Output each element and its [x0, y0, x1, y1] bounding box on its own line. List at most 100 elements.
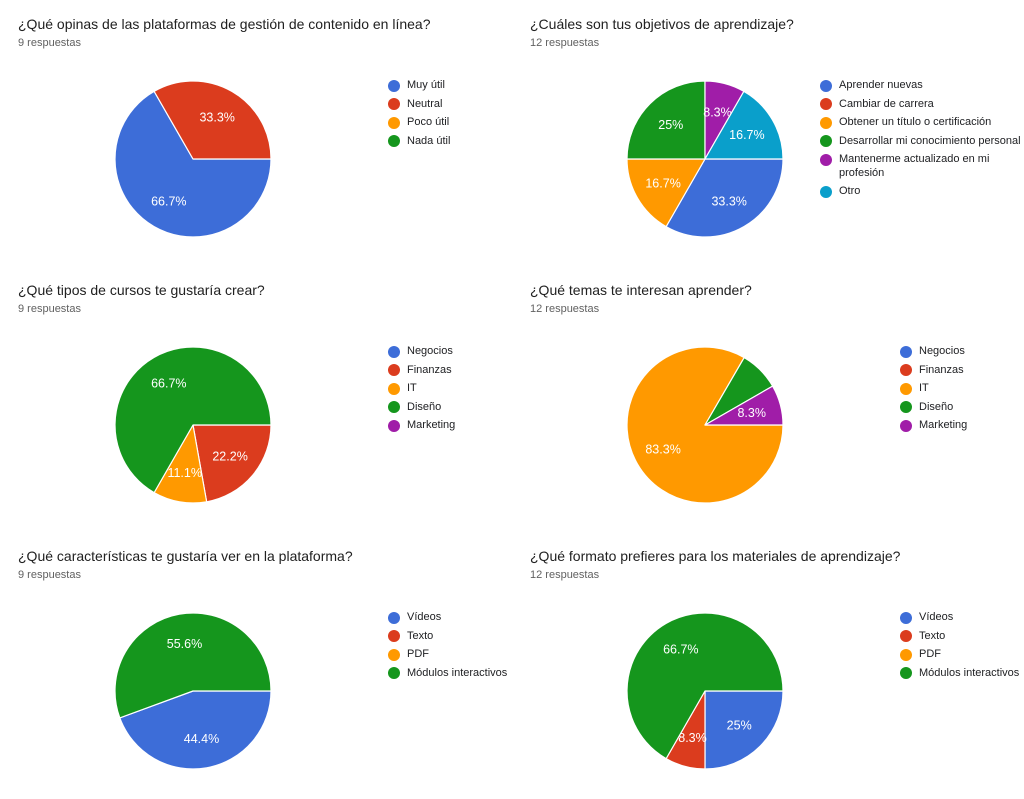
- legend-color-dot: [388, 667, 400, 679]
- responses-count: 12 respuestas: [530, 569, 600, 581]
- chart-card: ¿Qué formato prefieres para los material…: [512, 532, 1024, 799]
- legend-item: Desarrollar mi conocimiento personal: [820, 135, 1024, 149]
- legend-item: Módulos interactivos: [388, 667, 518, 681]
- legend-label: Otro: [839, 185, 861, 197]
- pie-slice[interactable]: [119, 690, 272, 770]
- legend-color-dot: [388, 382, 400, 395]
- pie-chart[interactable]: 25% 8.3% 66.7%: [512, 532, 1024, 798]
- legend-item: Finanzas: [388, 364, 518, 378]
- slice-label: 33.3%: [199, 110, 234, 124]
- chart-card: ¿Qué opinas de las plataformas de gestió…: [0, 0, 512, 266]
- legend-color-dot: [388, 648, 400, 661]
- legend-item: Obtener un título o certificación: [820, 116, 1024, 130]
- pie-chart[interactable]: 22.2% 11.1% 66.7%: [0, 266, 512, 532]
- responses-count: 12 respuestas: [530, 303, 600, 315]
- slice-label: 44.4%: [184, 732, 219, 746]
- legend-label: Finanzas: [407, 363, 452, 376]
- pie-slice[interactable]: [665, 158, 784, 238]
- legend-color-dot: [900, 382, 912, 395]
- legend: Vídeos Texto PDF Módulos interactivos: [900, 611, 1024, 685]
- question-title: ¿Qué tipos de cursos te gustaría crear?: [18, 282, 265, 298]
- slice-label: 8.3%: [678, 731, 707, 745]
- legend-item: Negocios: [388, 345, 518, 359]
- legend-color-dot: [388, 401, 400, 413]
- legend-color-dot: [820, 116, 832, 129]
- slice-label: 16.7%: [645, 177, 680, 191]
- legend-label: Nada útil: [407, 134, 451, 147]
- legend-label: Neutral: [407, 97, 443, 110]
- legend-color-dot: [388, 116, 400, 129]
- legend-label: Texto: [407, 629, 434, 642]
- responses-count: 9 respuestas: [18, 569, 81, 581]
- legend-color-dot: [900, 419, 912, 432]
- slice-label: 8.3%: [703, 106, 732, 120]
- legend-color-dot: [388, 98, 400, 110]
- legend-item: IT: [900, 382, 1024, 396]
- legend-item: Neutral: [388, 98, 518, 112]
- pie-chart[interactable]: 66.7% 33.3%: [0, 0, 512, 266]
- pie-slice[interactable]: [153, 80, 272, 160]
- legend-item: Nada útil: [388, 135, 518, 149]
- legend-label: Negocios: [407, 345, 453, 357]
- legend-item: PDF: [388, 648, 518, 662]
- legend-color-dot: [900, 630, 912, 642]
- legend-color-dot: [900, 648, 912, 661]
- chart-card: ¿Qué tipos de cursos te gustaría crear? …: [0, 266, 512, 532]
- slice-label: 33.3%: [711, 194, 746, 208]
- question-title: ¿Qué opinas de las plataformas de gestió…: [18, 16, 431, 32]
- legend-item: Aprender nuevas: [820, 79, 1024, 93]
- legend-label: Negocios: [919, 345, 965, 357]
- pie-chart[interactable]: 33.3% 16.7% 25% 8.3% 16.7%: [512, 0, 1024, 266]
- pie-chart[interactable]: 44.4% 55.6%: [0, 532, 512, 798]
- legend-color-dot: [388, 611, 400, 624]
- legend-label: Marketing: [407, 419, 456, 431]
- legend-label: Finanzas: [919, 363, 964, 376]
- slice-label: 25%: [727, 719, 752, 733]
- legend-label: Diseño: [407, 400, 442, 413]
- legend-color-dot: [820, 153, 832, 166]
- pie-slice[interactable]: [192, 424, 272, 503]
- legend-label: Marketing: [919, 419, 968, 431]
- legend-item: Diseño: [388, 401, 518, 415]
- legend-color-dot: [820, 185, 832, 198]
- legend-item: Poco útil: [388, 116, 518, 130]
- legend-item: Vídeos: [900, 611, 1024, 625]
- legend-color-dot: [900, 667, 912, 679]
- pie-slice[interactable]: [114, 612, 272, 719]
- legend-color-dot: [820, 98, 832, 110]
- legend: Negocios Finanzas IT Diseño Marketing: [388, 345, 518, 438]
- legend-color-dot: [388, 630, 400, 642]
- legend-item: Mantenerme actualizado en mi profesión: [820, 153, 1024, 180]
- slice-label: 83.3%: [645, 442, 680, 456]
- legend-label: Desarrollar mi conocimiento personal: [839, 134, 1021, 147]
- pie-slice[interactable]: [704, 385, 784, 426]
- legend-item: Texto: [900, 630, 1024, 644]
- pie-slice[interactable]: [626, 612, 784, 760]
- legend-item: Vídeos: [388, 611, 518, 625]
- pie-slice[interactable]: [114, 346, 272, 494]
- pie-slice[interactable]: [704, 690, 784, 770]
- legend-item: Cambiar de carrera: [820, 98, 1024, 112]
- legend-label: PDF: [407, 648, 429, 660]
- legend-label: Poco útil: [407, 116, 450, 128]
- slice-label: 25%: [658, 118, 683, 132]
- legend-label: PDF: [919, 648, 941, 660]
- question-title: ¿Qué características te gustaría ver en …: [18, 548, 353, 564]
- legend-item: Finanzas: [900, 364, 1024, 378]
- legend-item: Texto: [388, 630, 518, 644]
- pie-slice[interactable]: [114, 90, 272, 238]
- legend-color-dot: [388, 79, 400, 92]
- slice-label: 66.7%: [151, 376, 186, 390]
- pie-slice[interactable]: [626, 158, 706, 228]
- legend-color-dot: [820, 79, 832, 92]
- pie-slice[interactable]: [704, 90, 784, 160]
- pie-chart[interactable]: 83.3% 8.3%: [512, 266, 1024, 532]
- pie-slice[interactable]: [626, 80, 706, 160]
- responses-count: 9 respuestas: [18, 37, 81, 49]
- legend-label: Vídeos: [919, 611, 954, 623]
- legend-label: Módulos interactivos: [407, 666, 508, 679]
- legend-label: Obtener un título o certificación: [839, 116, 992, 128]
- legend-label: IT: [919, 382, 929, 394]
- slice-label: 55.6%: [167, 637, 202, 651]
